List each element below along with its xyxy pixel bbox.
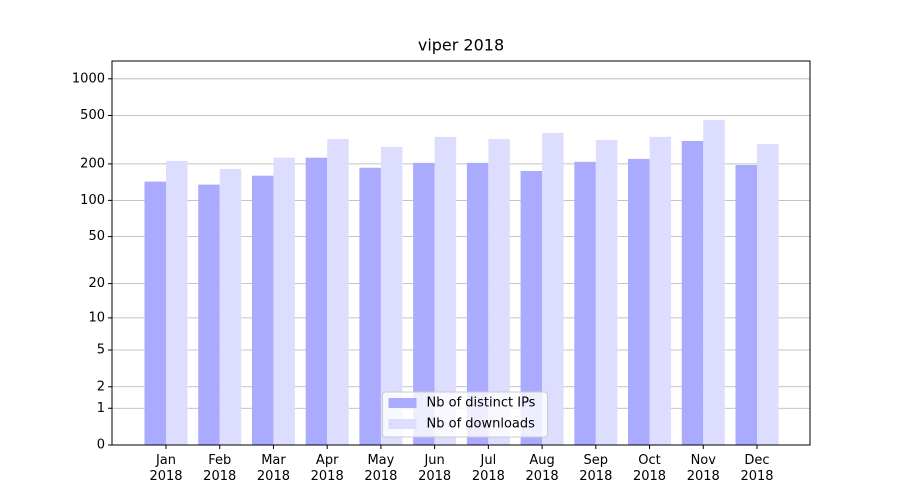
legend-swatch bbox=[388, 419, 417, 429]
y-tick-label: 2 bbox=[97, 379, 105, 394]
x-tick-label: Oct 2018 bbox=[632, 453, 667, 484]
y-tick-label: 500 bbox=[80, 108, 105, 123]
y-tick-label: 1 bbox=[97, 401, 105, 416]
bar bbox=[488, 138, 510, 446]
x-tick-label: Nov 2018 bbox=[686, 453, 720, 484]
chart-title: viper 2018 bbox=[418, 36, 504, 55]
bar bbox=[542, 132, 564, 445]
bar bbox=[574, 161, 596, 445]
bar bbox=[359, 167, 381, 446]
bar bbox=[434, 136, 457, 446]
x-tick-label: Apr 2018 bbox=[310, 453, 344, 484]
bar bbox=[466, 162, 489, 445]
bar bbox=[735, 164, 757, 446]
x-tick-label: Jul 2018 bbox=[471, 453, 505, 484]
bar bbox=[144, 181, 166, 446]
x-tick-label: Aug 2018 bbox=[525, 453, 559, 484]
x-tick-label: Dec 2018 bbox=[740, 453, 774, 484]
plot-frame bbox=[111, 60, 811, 446]
bar bbox=[520, 170, 543, 446]
y-tick-label: 100 bbox=[80, 193, 105, 208]
x-tick-label: Feb 2018 bbox=[203, 453, 237, 484]
bar bbox=[628, 158, 650, 445]
bar bbox=[273, 157, 295, 445]
y-tick-label: 1000 bbox=[72, 71, 105, 86]
x-tick-label: Mar 2018 bbox=[256, 453, 290, 484]
y-tick-label: 10 bbox=[88, 310, 105, 325]
bar bbox=[681, 140, 704, 446]
y-tick-label: 0 bbox=[97, 438, 105, 453]
bar bbox=[166, 160, 188, 445]
y-tick-label: 20 bbox=[88, 276, 105, 291]
legend-swatch bbox=[388, 398, 417, 408]
x-tick-label: Sep 2018 bbox=[579, 453, 613, 484]
legend-frame bbox=[382, 391, 548, 438]
bar bbox=[649, 136, 672, 446]
y-tick-label: 5 bbox=[97, 343, 105, 358]
y-tick-label: 50 bbox=[88, 229, 105, 244]
bar bbox=[757, 143, 779, 446]
legend: Nb of distinct IPs Nb of downloads bbox=[382, 391, 548, 438]
x-tick-label: Jun 2018 bbox=[418, 453, 452, 484]
bar bbox=[595, 139, 618, 446]
bar bbox=[251, 175, 274, 445]
bar bbox=[380, 146, 403, 445]
x-tick-label: May 2018 bbox=[364, 453, 398, 484]
x-tick-label: Jan 2018 bbox=[149, 453, 183, 484]
bar bbox=[219, 168, 242, 445]
bar bbox=[305, 157, 328, 445]
bar bbox=[413, 162, 435, 445]
legend-label: Nb of distinct IPs bbox=[427, 396, 536, 411]
bar bbox=[198, 184, 220, 446]
bar bbox=[327, 138, 349, 446]
legend-label: Nb of downloads bbox=[427, 417, 536, 432]
bar bbox=[703, 119, 725, 445]
y-tick-label: 200 bbox=[80, 156, 105, 171]
